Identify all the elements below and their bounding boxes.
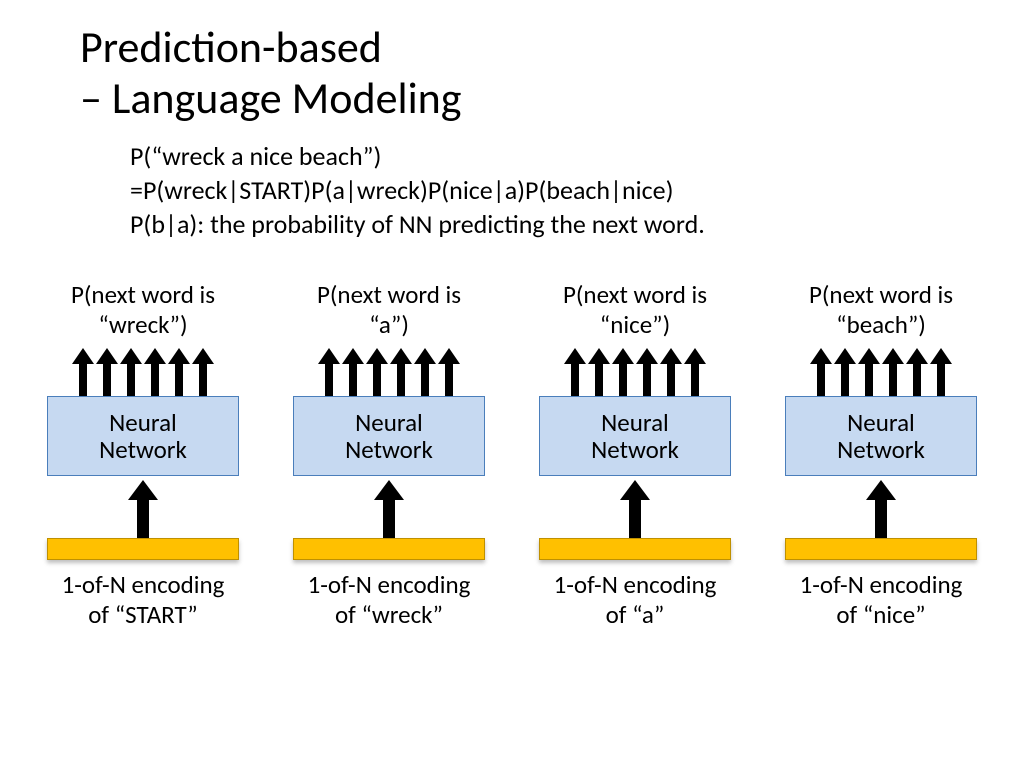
nn-label-line: Neural	[109, 407, 177, 438]
nn-label-line: Network	[837, 434, 925, 465]
up-arrow-icon	[96, 348, 118, 396]
neural-network-box: NeuralNetwork	[539, 396, 731, 476]
up-arrow-icon	[684, 348, 706, 396]
up-arrow-icon	[834, 348, 856, 396]
label-line: of “a”	[606, 599, 665, 630]
diagram-columns: P(next word is“wreck”) NeuralNetwork 1-o…	[0, 280, 1024, 630]
input-arrow-icon	[374, 480, 404, 538]
encoding-vector-bar	[47, 538, 239, 560]
label-line: 1-of-N encoding	[800, 569, 963, 600]
nn-label-line: Neural	[847, 407, 915, 438]
probability-expression-1: P(“wreck a nice beach”)	[130, 140, 381, 173]
label-line: 1-of-N encoding	[308, 569, 471, 600]
probability-explanation: P(b|a): the probability of NN predicting…	[130, 208, 705, 241]
label-line: P(next word is	[71, 279, 215, 310]
nn-label-line: Network	[345, 434, 433, 465]
label-line: “wreck”)	[98, 309, 187, 340]
up-arrow-icon	[612, 348, 634, 396]
probability-expression-2: =P(wreck|START)P(a|wreck)P(nice|a)P(beac…	[130, 174, 673, 207]
output-arrows	[564, 348, 706, 396]
label-line: P(next word is	[563, 279, 707, 310]
nn-label-line: Neural	[355, 407, 423, 438]
nn-label-line: Network	[99, 434, 187, 465]
diagram-column: P(next word is“nice”) NeuralNetwork 1-of…	[520, 280, 750, 630]
output-probability-label: P(next word is“nice”)	[563, 280, 707, 342]
up-arrow-icon	[930, 348, 952, 396]
up-arrow-icon	[882, 348, 904, 396]
output-arrows	[318, 348, 460, 396]
neural-network-box: NeuralNetwork	[785, 396, 977, 476]
up-arrow-icon	[438, 348, 460, 396]
output-probability-label: P(next word is“a”)	[317, 280, 461, 342]
label-line: of “wreck”	[335, 599, 443, 630]
label-line: 1-of-N encoding	[554, 569, 717, 600]
title-line-2: – Language Modeling	[80, 71, 462, 125]
label-line: “beach”)	[836, 309, 926, 340]
up-arrow-icon	[858, 348, 880, 396]
nn-label-line: Neural	[601, 407, 669, 438]
output-arrows	[810, 348, 952, 396]
input-encoding-label: 1-of-N encodingof “wreck”	[308, 570, 471, 630]
up-arrow-icon	[120, 348, 142, 396]
up-arrow-icon	[318, 348, 340, 396]
label-line: of “nice”	[836, 599, 925, 630]
input-arrow-icon	[866, 480, 896, 538]
up-arrow-icon	[414, 348, 436, 396]
up-arrow-icon	[192, 348, 214, 396]
encoding-vector-bar	[293, 538, 485, 560]
output-probability-label: P(next word is“beach”)	[809, 280, 953, 342]
up-arrow-icon	[390, 348, 412, 396]
label-line: P(next word is	[809, 279, 953, 310]
title-line-1: Prediction-based	[80, 20, 382, 74]
output-probability-label: P(next word is“wreck”)	[71, 280, 215, 342]
up-arrow-icon	[588, 348, 610, 396]
up-arrow-icon	[810, 348, 832, 396]
up-arrow-icon	[168, 348, 190, 396]
input-encoding-label: 1-of-N encodingof “nice”	[800, 570, 963, 630]
label-line: P(next word is	[317, 279, 461, 310]
up-arrow-icon	[72, 348, 94, 396]
label-line: “a”)	[369, 309, 409, 340]
input-encoding-label: 1-of-N encodingof “a”	[554, 570, 717, 630]
output-arrows	[72, 348, 214, 396]
neural-network-box: NeuralNetwork	[293, 396, 485, 476]
label-line: 1-of-N encoding	[62, 569, 225, 600]
up-arrow-icon	[366, 348, 388, 396]
input-arrow-icon	[620, 480, 650, 538]
up-arrow-icon	[144, 348, 166, 396]
nn-label-line: Network	[591, 434, 679, 465]
label-line: “nice”)	[600, 309, 670, 340]
diagram-column: P(next word is“wreck”) NeuralNetwork 1-o…	[28, 280, 258, 630]
diagram-column: P(next word is“beach”) NeuralNetwork 1-o…	[766, 280, 996, 630]
up-arrow-icon	[564, 348, 586, 396]
diagram-column: P(next word is“a”) NeuralNetwork 1-of-N …	[274, 280, 504, 630]
page-title: Prediction-based – Language Modeling	[80, 22, 462, 123]
up-arrow-icon	[660, 348, 682, 396]
label-line: of “START”	[88, 599, 198, 630]
input-arrow-icon	[128, 480, 158, 538]
encoding-vector-bar	[539, 538, 731, 560]
up-arrow-icon	[342, 348, 364, 396]
input-encoding-label: 1-of-N encodingof “START”	[62, 570, 225, 630]
up-arrow-icon	[906, 348, 928, 396]
up-arrow-icon	[636, 348, 658, 396]
encoding-vector-bar	[785, 538, 977, 560]
neural-network-box: NeuralNetwork	[47, 396, 239, 476]
